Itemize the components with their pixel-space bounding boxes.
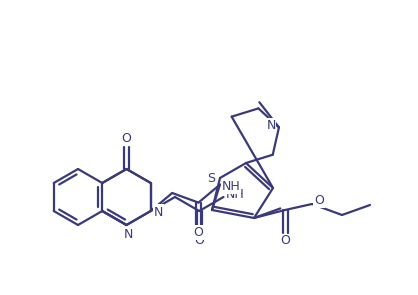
Text: N: N bbox=[154, 206, 163, 219]
Text: NH: NH bbox=[226, 189, 245, 201]
Text: O: O bbox=[314, 194, 324, 207]
Text: O: O bbox=[122, 132, 131, 145]
Text: O: O bbox=[194, 235, 204, 248]
Text: O: O bbox=[280, 235, 290, 248]
Text: N: N bbox=[154, 204, 163, 217]
Text: N: N bbox=[122, 229, 131, 242]
Text: O: O bbox=[194, 226, 204, 239]
Text: NH: NH bbox=[222, 180, 240, 193]
Text: N: N bbox=[124, 227, 133, 240]
Text: S: S bbox=[207, 173, 215, 186]
Text: N: N bbox=[266, 119, 275, 132]
